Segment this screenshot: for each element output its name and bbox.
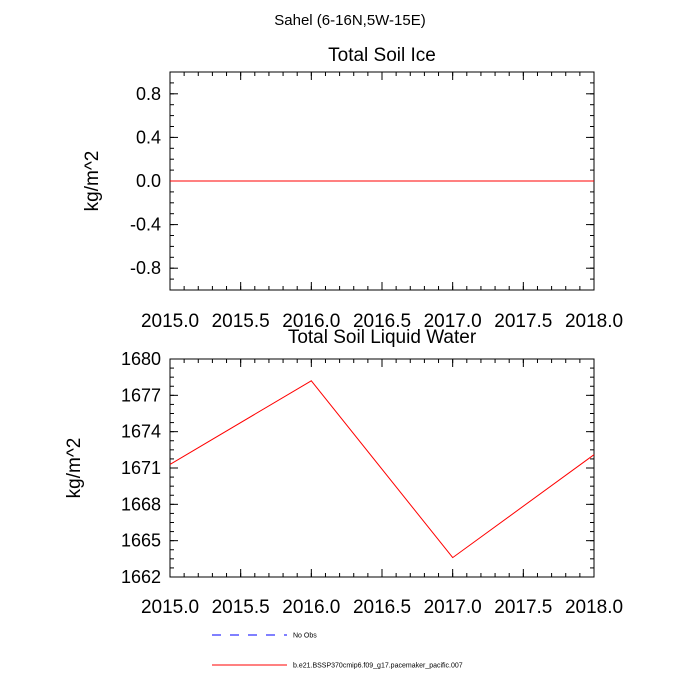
y-tick-label: -0.4 [130,215,161,235]
plot-frame [169,358,595,578]
legend-entry-2: b.e21.BSSP370cmip6.f09_g17.pacemaker_pac… [212,663,463,670]
y-tick-label: 1677 [121,385,161,405]
panel-title: Total Soil Liquid Water [288,327,477,348]
x-tick-label: 2017.0 [424,597,482,618]
chart-panels: 2015.0 2015.5 2016.0 2016.5 2017.0 2017.5 2018… [64,45,623,618]
y-tick-label: 0.0 [136,171,161,191]
x-tick-label: 2015.5 [212,311,270,332]
x-tick-label: 2016.5 [353,597,411,618]
x-tick-label: 2018.0 [565,311,623,332]
legend-label: No Obs [293,633,317,640]
x-tick-label: 2017.5 [494,597,552,618]
legend-entry-1: No Obs [212,633,317,640]
y-tick-label: 1665 [121,531,161,551]
y-tick-label: 1668 [121,494,161,514]
chart-legend: No Obs b.e21.BSSP370cmip6.f09_g17.pacemak… [212,633,463,670]
panel-title: Total Soil Ice [328,45,436,66]
y-tick-label: 0.8 [136,84,161,104]
x-tick-label: 2015.0 [141,597,199,618]
x-tick-label: 2015.0 [141,311,199,332]
x-tick-label: 2017.5 [494,311,552,332]
panel-1: 2015.0 2015.5 2016.0 2016.5 2017.0 2017.5 2018… [82,45,623,332]
y-axis-label: kg/m^2 [82,151,103,212]
x-tick-label: 2018.0 [565,597,623,618]
legend-label: b.e21.BSSP370cmip6.f09_g17.pacemaker_pac… [293,663,463,670]
x-tick-label: 2016.0 [282,311,340,332]
figure-suptitle: Sahel (6-16N,5W-15E) [274,12,425,29]
x-tick-label: 2017.0 [424,311,482,332]
y-tick-label: 1671 [121,458,161,478]
y-tick-label: 1680 [121,349,161,369]
series-line-1 [169,380,595,559]
y-tick-label: -0.8 [130,258,161,278]
y-axis-label: kg/m^2 [64,438,85,499]
y-tick-label: 1662 [121,567,161,587]
x-tick-label: 2016.0 [282,597,340,618]
x-tick-label: 2016.5 [353,311,411,332]
y-tick-label: 0.4 [136,127,161,147]
x-tick-label: 2015.5 [212,597,270,618]
y-tick-label: 1674 [121,422,161,442]
panel-2: 2015.0 2015.5 2016.0 2016.5 2017.0 2017.5 2018… [64,327,623,618]
